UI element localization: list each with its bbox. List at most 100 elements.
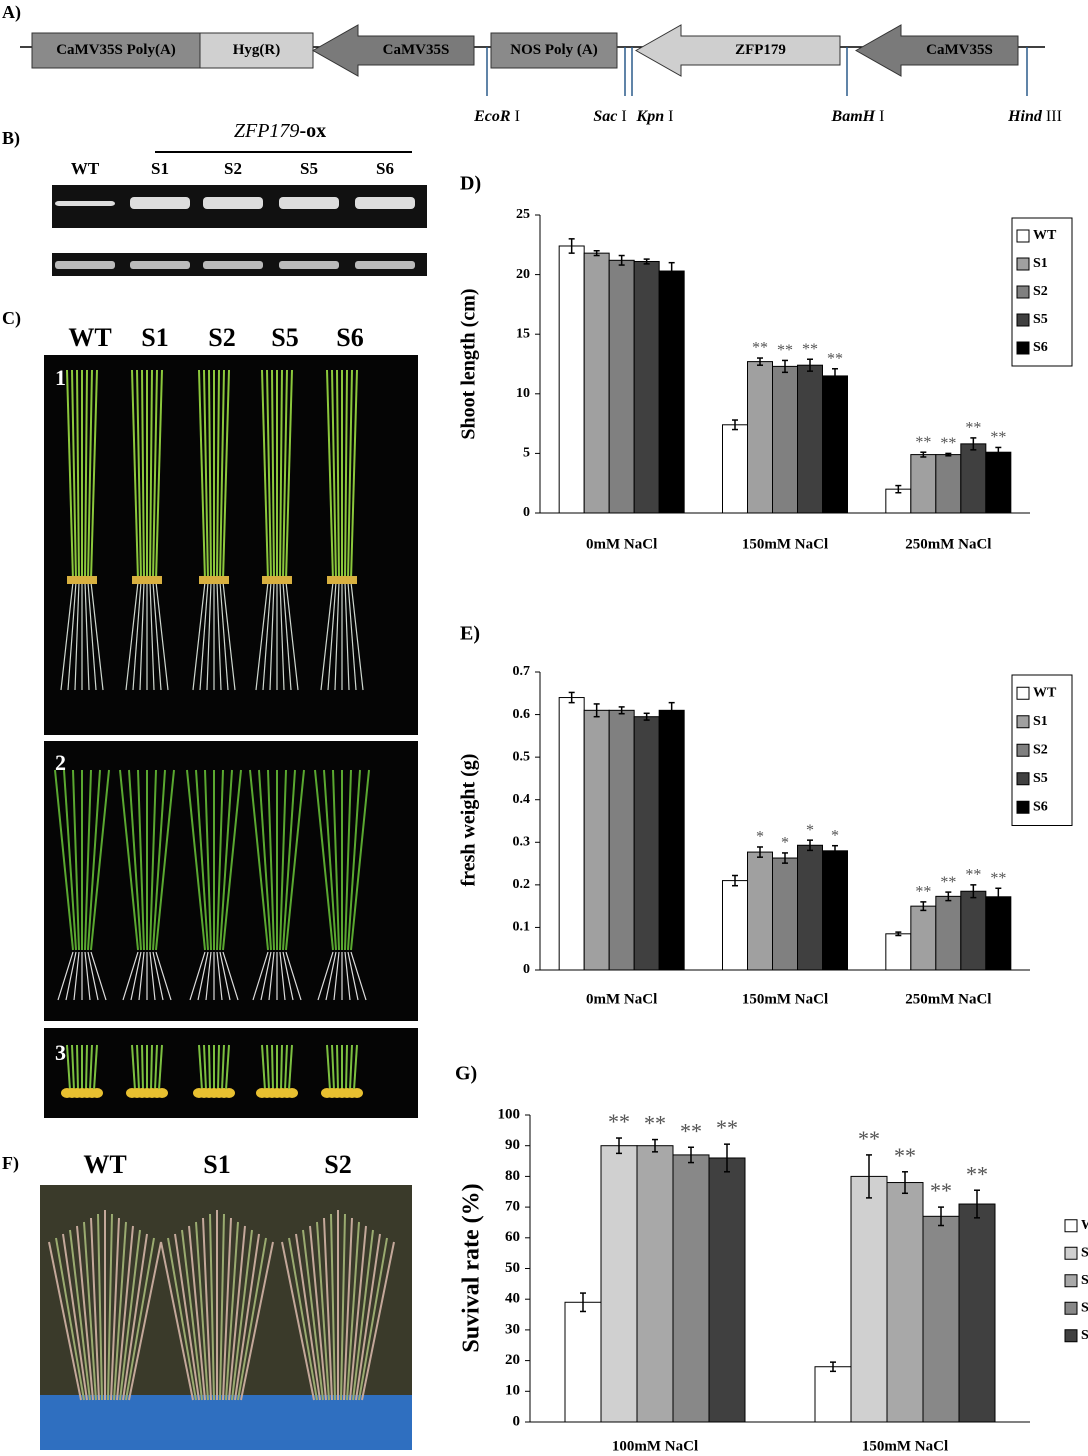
legend-swatch — [1016, 285, 1030, 299]
bar — [910, 454, 937, 514]
site-numeral: I — [879, 108, 884, 125]
shoot — [84, 769, 92, 951]
tray — [40, 1395, 412, 1450]
root — [344, 951, 351, 1001]
element-arrow — [634, 24, 841, 77]
bar — [722, 424, 748, 514]
bar — [960, 443, 987, 514]
crown — [67, 576, 97, 584]
error-bar — [782, 852, 788, 864]
legend-swatch — [1064, 1329, 1078, 1343]
significance-label: * — [756, 829, 764, 846]
root — [130, 951, 142, 1001]
shoot — [347, 369, 353, 581]
band — [279, 197, 339, 209]
root — [350, 951, 367, 1001]
bar — [658, 709, 685, 971]
legend-label: S2 — [1033, 284, 1048, 299]
legend-label: S1 — [1033, 714, 1048, 729]
root — [84, 951, 91, 1001]
shoot — [87, 769, 101, 951]
significance-label: ** — [802, 341, 818, 358]
legend-swatch — [1064, 1246, 1078, 1260]
error-bar — [895, 931, 902, 937]
y-axis-label: fresh weight (g) — [458, 754, 480, 887]
shoot — [314, 769, 334, 951]
gel-lanes: WT S1 S2 S5 S6 — [55, 159, 415, 269]
site-name: Hind — [1007, 108, 1043, 125]
significance-label: ** — [990, 429, 1006, 446]
error-bar — [782, 359, 788, 374]
photo — [44, 1028, 418, 1118]
leaf — [181, 1229, 203, 1401]
shoot — [66, 1044, 71, 1091]
y-tick-label: 40 — [505, 1291, 520, 1307]
root — [199, 581, 209, 691]
site-name: BamH — [831, 108, 876, 125]
site-label: Sac I — [593, 108, 626, 125]
bar — [797, 844, 823, 971]
crown — [327, 576, 357, 584]
root — [279, 951, 286, 1001]
shoot — [128, 769, 142, 951]
bar — [772, 365, 798, 514]
bar — [886, 1182, 924, 1423]
shoot — [131, 369, 139, 581]
shoot — [280, 1044, 283, 1091]
error-bar — [866, 1154, 872, 1199]
error-bar — [938, 1206, 944, 1227]
legend-label: S2 — [1081, 1273, 1088, 1288]
error-bar — [970, 884, 977, 899]
y-tick-label: 15 — [516, 326, 530, 341]
leaf — [234, 1233, 260, 1401]
panel-label: D) — [460, 173, 481, 195]
leaf — [174, 1233, 200, 1401]
bar — [747, 851, 773, 971]
root — [155, 581, 169, 691]
shoot — [258, 769, 272, 951]
shoot — [136, 1044, 140, 1091]
shoot — [353, 1044, 358, 1091]
root — [125, 581, 139, 691]
y-tick-label: 80 — [505, 1168, 520, 1184]
bar — [797, 364, 823, 514]
y-tick-label: 0.7 — [513, 664, 531, 679]
legend-label: S5 — [1081, 1300, 1088, 1315]
subpanel-label: 3 — [55, 1040, 66, 1065]
shoot — [131, 1044, 136, 1091]
root — [285, 951, 302, 1001]
seed — [156, 1088, 168, 1098]
seed — [223, 1088, 235, 1098]
element-label: CaMV35S — [383, 42, 450, 58]
root — [60, 581, 74, 691]
legend-swatch — [1064, 1301, 1078, 1315]
suffix: -ox — [299, 120, 326, 142]
shoot — [119, 769, 139, 951]
error-bar — [568, 691, 575, 704]
root — [333, 951, 340, 1001]
shoot — [271, 1044, 274, 1091]
significance-label: ** — [930, 1178, 952, 1203]
shoot — [350, 369, 358, 581]
bar — [958, 1203, 996, 1423]
significance-label: ** — [752, 340, 768, 357]
site-label: Hind III — [1007, 108, 1062, 125]
error-bar — [688, 1146, 694, 1164]
leaf — [97, 1213, 103, 1401]
legend-label: S5 — [1033, 312, 1048, 327]
y-tick-label: 25 — [516, 207, 530, 222]
leaf — [55, 1237, 85, 1401]
shoot — [336, 1044, 339, 1091]
shoot — [326, 369, 334, 581]
lane-label: S6 — [336, 323, 363, 352]
error-bar — [970, 437, 977, 451]
error-bar — [732, 874, 738, 887]
significance-label: ** — [966, 1161, 988, 1186]
lane-label: S5 — [271, 323, 298, 352]
shoot — [279, 769, 287, 951]
x-tick-label: 100mM NaCl — [612, 1438, 698, 1454]
site-numeral: I — [621, 108, 626, 125]
leaf — [219, 1213, 225, 1401]
x-tick-label: 150mM NaCl — [742, 991, 828, 1007]
significance-label: ** — [894, 1143, 916, 1168]
